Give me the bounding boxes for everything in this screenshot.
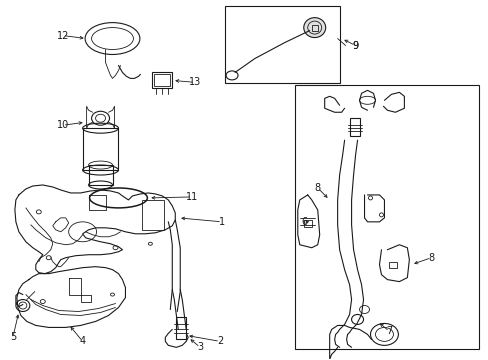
Bar: [303, 220, 311, 227]
Text: 12: 12: [57, 31, 69, 41]
Text: 2: 2: [217, 336, 223, 346]
Text: 8: 8: [427, 253, 433, 263]
Text: 4: 4: [80, 336, 85, 346]
Text: 7: 7: [386, 327, 392, 336]
Text: 11: 11: [186, 192, 198, 202]
Text: 5: 5: [10, 332, 16, 342]
Bar: [311, 24, 317, 31]
Bar: [88, 165, 112, 185]
Bar: [154, 75, 170, 86]
Text: 8: 8: [314, 183, 320, 193]
Bar: [142, 200, 164, 230]
Text: 3: 3: [197, 342, 203, 352]
Bar: [349, 118, 359, 136]
Text: 13: 13: [189, 77, 201, 87]
Bar: [82, 128, 118, 170]
Bar: [152, 72, 172, 88]
Text: 6: 6: [301, 217, 307, 227]
Text: 9: 9: [352, 41, 358, 50]
Text: 9: 9: [352, 41, 358, 50]
Bar: [224, 6, 339, 84]
Text: 1: 1: [219, 217, 224, 227]
Bar: [388, 262, 397, 268]
Bar: [176, 318, 186, 339]
Ellipse shape: [303, 18, 325, 37]
Text: 10: 10: [57, 120, 69, 130]
Bar: [294, 85, 478, 349]
